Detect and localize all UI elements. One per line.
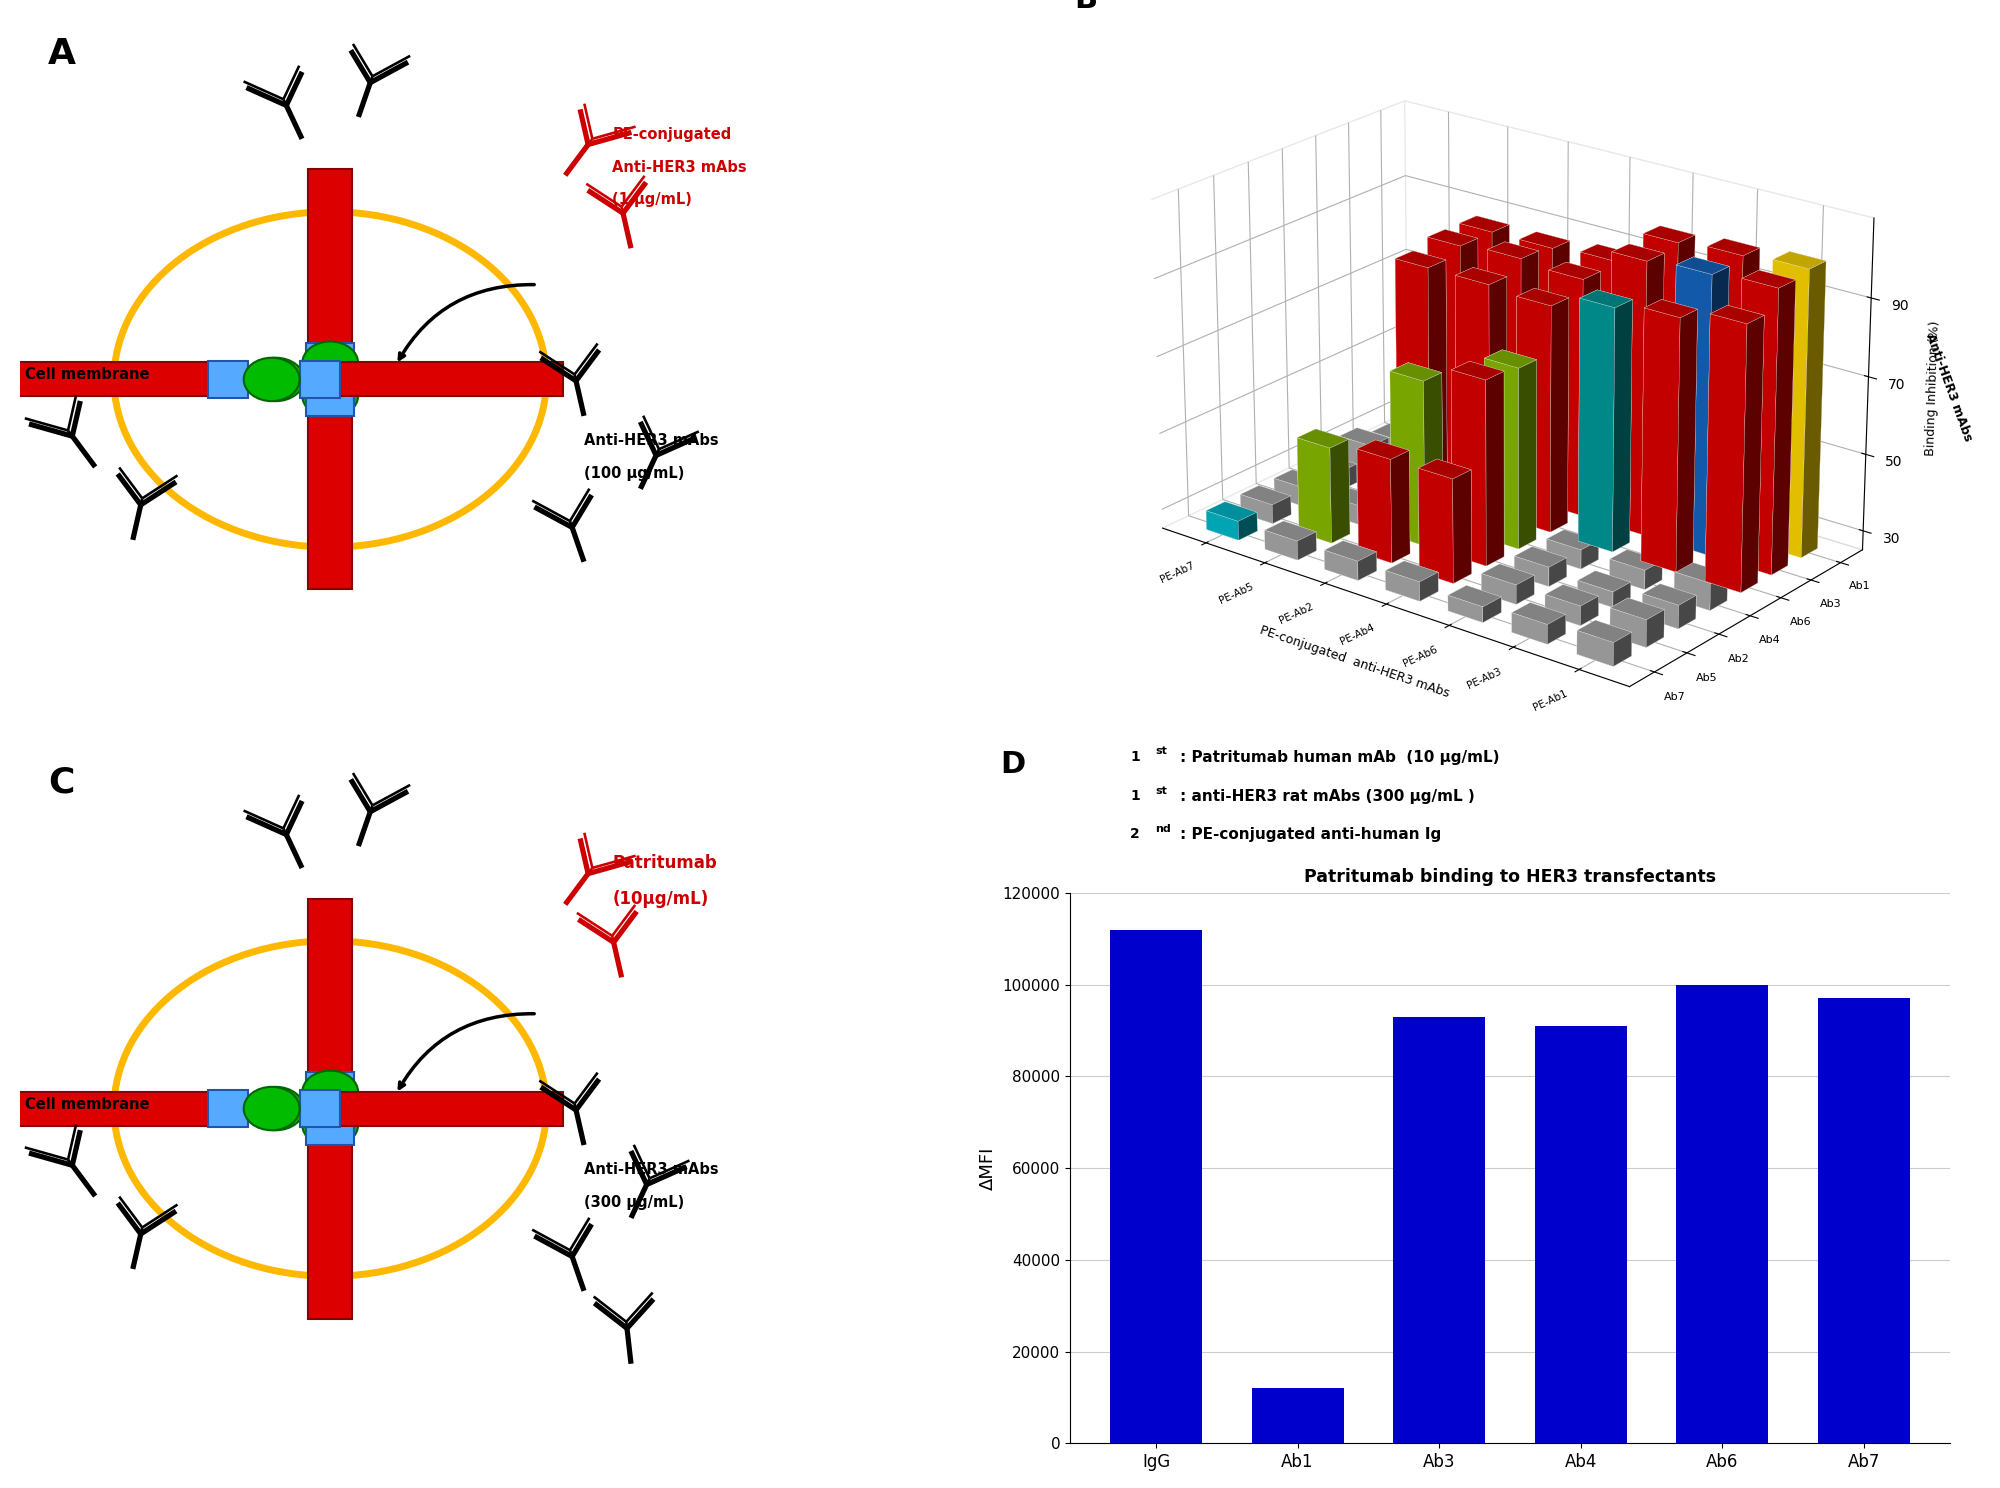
Text: st: st bbox=[1156, 786, 1166, 796]
Text: Patritumab: Patritumab bbox=[612, 854, 716, 872]
Bar bbox=[1110, 930, 1202, 1443]
Text: Anti-HER3 mAbs: Anti-HER3 mAbs bbox=[1924, 332, 1974, 442]
Circle shape bbox=[248, 1086, 304, 1131]
Text: : anti-HER3 rat mAbs (300 µg/mL ): : anti-HER3 rat mAbs (300 µg/mL ) bbox=[1180, 789, 1474, 804]
Bar bbox=[1394, 1016, 1486, 1443]
Bar bbox=[308, 899, 352, 1071]
Bar bbox=[306, 344, 354, 373]
Text: 1: 1 bbox=[1130, 750, 1140, 763]
Bar bbox=[306, 1071, 354, 1103]
Bar bbox=[308, 1146, 352, 1318]
Circle shape bbox=[114, 940, 546, 1277]
Title: Patritumab binding to HER3 transfectants: Patritumab binding to HER3 transfectants bbox=[1304, 868, 1716, 885]
Bar bbox=[340, 363, 564, 396]
Text: Cell membrane: Cell membrane bbox=[24, 1097, 150, 1112]
Circle shape bbox=[244, 1086, 300, 1131]
Text: Anti-HER3 mAbs: Anti-HER3 mAbs bbox=[612, 159, 746, 174]
Circle shape bbox=[114, 211, 546, 548]
Bar bbox=[0, 363, 208, 396]
Circle shape bbox=[302, 1071, 358, 1115]
Circle shape bbox=[302, 373, 358, 417]
Circle shape bbox=[244, 357, 300, 402]
Circle shape bbox=[302, 342, 358, 385]
Text: (10µg/mL): (10µg/mL) bbox=[612, 890, 708, 908]
Bar bbox=[1252, 1388, 1344, 1443]
Bar bbox=[306, 1115, 354, 1146]
Text: C: C bbox=[48, 766, 74, 801]
Bar bbox=[208, 360, 248, 399]
Circle shape bbox=[302, 1103, 358, 1146]
Bar bbox=[308, 415, 352, 589]
Text: 1: 1 bbox=[1130, 789, 1140, 804]
Text: Anti-HER3 mAbs: Anti-HER3 mAbs bbox=[584, 1162, 718, 1177]
Text: nd: nd bbox=[1156, 824, 1170, 833]
Bar bbox=[1534, 1025, 1626, 1443]
Bar bbox=[1818, 998, 1910, 1443]
Text: D: D bbox=[1000, 750, 1026, 778]
X-axis label: PE-conjugated  anti-HER3 mAbs: PE-conjugated anti-HER3 mAbs bbox=[1258, 623, 1452, 701]
Bar bbox=[208, 1089, 248, 1128]
Text: st: st bbox=[1156, 747, 1166, 756]
Text: Anti-HER3 mAbs: Anti-HER3 mAbs bbox=[584, 433, 718, 448]
Text: : Patritumab human mAb  (10 µg/mL): : Patritumab human mAb (10 µg/mL) bbox=[1180, 750, 1500, 765]
Bar bbox=[300, 360, 340, 399]
Text: (1 µg/mL): (1 µg/mL) bbox=[612, 192, 692, 207]
Bar bbox=[340, 1092, 564, 1125]
Text: : PE-conjugated anti-human Ig: : PE-conjugated anti-human Ig bbox=[1180, 827, 1442, 842]
Bar bbox=[0, 1092, 208, 1125]
Text: 2: 2 bbox=[1130, 827, 1140, 841]
Text: B: B bbox=[1074, 0, 1098, 13]
Text: Cell membrane: Cell membrane bbox=[24, 368, 150, 382]
Bar bbox=[306, 385, 354, 415]
Bar bbox=[1676, 985, 1768, 1443]
Bar bbox=[308, 170, 352, 342]
Y-axis label: ΔMFI: ΔMFI bbox=[978, 1146, 996, 1190]
Bar bbox=[300, 1089, 340, 1128]
Text: A: A bbox=[48, 37, 76, 71]
Text: (100 µg/mL): (100 µg/mL) bbox=[584, 466, 684, 481]
Circle shape bbox=[248, 357, 304, 402]
Text: PE-conjugated: PE-conjugated bbox=[612, 126, 732, 141]
Text: (300 µg/mL): (300 µg/mL) bbox=[584, 1195, 684, 1210]
